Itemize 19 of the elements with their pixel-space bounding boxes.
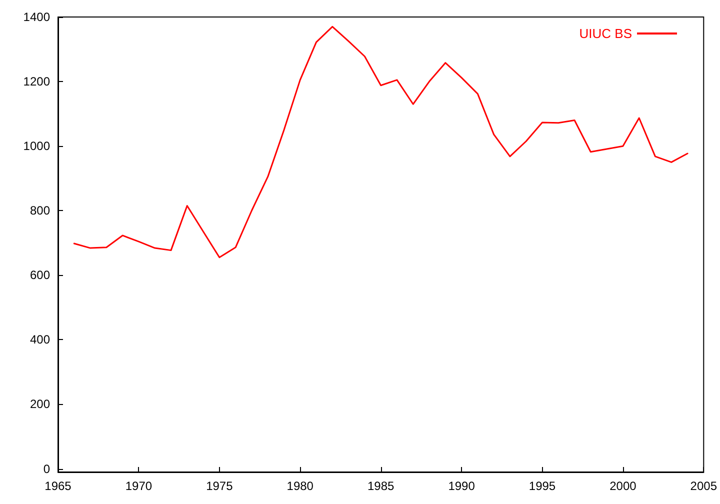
x-tick-label: 1980 [286,479,314,493]
x-tick-label: 1965 [44,479,72,493]
x-tick-label: 1990 [448,479,476,493]
y-tick-label: 1000 [23,139,50,154]
y-tick-label: 200 [30,397,50,412]
y-tick-label: 1400 [23,10,50,24]
y-tick-label: 0 [43,462,50,476]
y-tick-label: 600 [30,268,50,282]
x-tick-label: 1995 [528,479,556,493]
x-tick-label: 2005 [690,479,718,493]
y-tick-label: 800 [30,204,50,218]
y-tick-label: 1200 [23,74,50,89]
x-tick-label: 1975 [206,479,234,493]
legend-label: UIUC BS [579,26,632,41]
x-tick-label: 1970 [125,479,152,493]
y-tick-label: 400 [30,332,50,347]
x-tick-label: 1985 [367,479,394,493]
line-series [73,26,688,258]
x-tick-label: 2000 [610,479,637,493]
